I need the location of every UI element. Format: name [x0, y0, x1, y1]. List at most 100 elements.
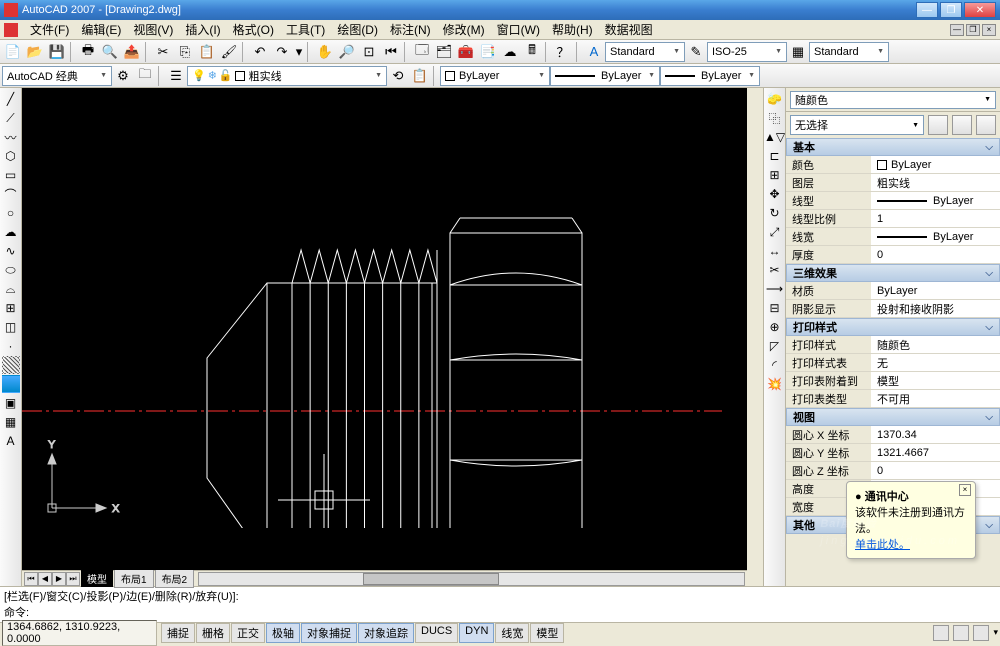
xline-icon[interactable]: ⟋ [2, 109, 20, 127]
prop-group-threed[interactable]: 三维效果 [786, 264, 1000, 282]
ellipsearc-icon[interactable]: ⌓ [2, 280, 20, 298]
mtext-icon[interactable]: A [2, 432, 20, 450]
zoom-prev-icon[interactable]: ⏮ [381, 42, 401, 62]
copy-obj-icon[interactable]: ⿻ [766, 109, 784, 127]
undo-drop-icon[interactable]: ▾ [294, 42, 304, 62]
break-icon[interactable]: ⊟ [766, 299, 784, 317]
menu-dataview[interactable]: 数据视图 [599, 19, 659, 40]
menu-insert[interactable]: 插入(I) [179, 19, 226, 40]
region-icon[interactable]: ▣ [2, 394, 20, 412]
publish-icon[interactable]: 📤 [122, 42, 142, 62]
tab-model[interactable]: 模型 [81, 570, 113, 587]
print-icon[interactable]: 🖶 [78, 42, 98, 62]
prop-row[interactable]: 图层粗实线 [786, 174, 1000, 192]
prop-row[interactable]: 阴影显示投射和接收阴影 [786, 300, 1000, 318]
layer-dropdown[interactable]: 💡 ❄ 🔓 粗实线 [187, 66, 387, 86]
explode-icon[interactable]: 💥 [766, 375, 784, 393]
tab-layout1[interactable]: 布局1 [114, 569, 154, 588]
undo-icon[interactable]: ↶ [250, 42, 270, 62]
join-icon[interactable]: ⊕ [766, 318, 784, 336]
calc-icon[interactable]: 🖩 [522, 42, 542, 62]
help-icon[interactable]: ？ [553, 42, 573, 62]
layer-prev-icon[interactable]: ⟲ [388, 66, 408, 86]
line-icon[interactable]: ╱ [2, 90, 20, 108]
menu-dim[interactable]: 标注(N) [384, 19, 437, 40]
quicksel-button[interactable] [928, 115, 948, 135]
pickadd-button[interactable] [952, 115, 972, 135]
dim-style-dropdown[interactable]: ISO-25 [707, 42, 787, 62]
array-icon[interactable]: ⊞ [766, 166, 784, 184]
prop-row[interactable]: 颜色ByLayer [786, 156, 1000, 174]
comm-center-icon[interactable] [933, 625, 949, 641]
gradient-icon[interactable] [2, 375, 20, 393]
ws-save-icon[interactable]: 🗀 [135, 66, 155, 86]
prop-value[interactable]: 0 [871, 462, 1000, 479]
status-toggle-栅格[interactable]: 栅格 [196, 623, 230, 643]
prop-value[interactable]: 投射和接收阴影 [871, 300, 1000, 317]
workspace-dropdown[interactable]: AutoCAD 经典 [2, 66, 112, 86]
circle-icon[interactable]: ○ [2, 204, 20, 222]
table-style-dropdown[interactable]: Standard [809, 42, 889, 62]
ws-settings-icon[interactable]: ⚙ [113, 66, 133, 86]
status-toggle-模型[interactable]: 模型 [530, 623, 564, 643]
prop-row[interactable]: 打印表类型不可用 [786, 390, 1000, 408]
prop-value[interactable]: 0 [871, 246, 1000, 263]
tab-prev-button[interactable]: ◀ [38, 572, 52, 586]
maximize-button[interactable]: ❐ [940, 2, 962, 18]
selection-combo[interactable]: 无选择 [790, 115, 924, 135]
tool-pal-icon[interactable]: 🧰 [456, 42, 476, 62]
point-icon[interactable]: · [2, 337, 20, 355]
menu-format[interactable]: 格式(O) [227, 19, 280, 40]
prop-row[interactable]: 厚度0 [786, 246, 1000, 264]
extend-icon[interactable]: ⟶ [766, 280, 784, 298]
balloon-link[interactable]: 单击此处。 [855, 539, 910, 551]
markup-icon[interactable]: ☁ [500, 42, 520, 62]
status-toggle-DYN[interactable]: DYN [459, 623, 494, 643]
tab-last-button[interactable]: ⏭ [66, 572, 80, 586]
mdi-close-button[interactable]: × [982, 24, 996, 36]
prop-row[interactable]: 圆心 Z 坐标0 [786, 462, 1000, 480]
command-line[interactable]: [栏选(F)/窗交(C)/投影(P)/边(E)/删除(R)/放弃(U)]: 命令… [0, 586, 1000, 622]
layer-mgr-icon[interactable]: ☰ [166, 66, 186, 86]
save-icon[interactable]: 💾 [47, 42, 67, 62]
offset-icon[interactable]: ⊏ [766, 147, 784, 165]
layer-state-icon[interactable]: 📋 [410, 66, 430, 86]
arc-icon[interactable]: ⌒ [2, 185, 20, 203]
stretch-icon[interactable]: ↔ [766, 242, 784, 260]
move-icon[interactable]: ✥ [766, 185, 784, 203]
menu-draw[interactable]: 绘图(D) [331, 19, 384, 40]
menu-tools[interactable]: 工具(T) [280, 19, 331, 40]
selobj-button[interactable] [976, 115, 996, 135]
lineweight-dropdown[interactable]: ByLayer [660, 66, 760, 86]
prop-value[interactable]: 随颜色 [871, 336, 1000, 353]
color-dropdown[interactable]: ByLayer [440, 66, 550, 86]
prop-value[interactable]: ByLayer [871, 228, 1000, 245]
prop-row[interactable]: 打印表附着到模型 [786, 372, 1000, 390]
copy-icon[interactable]: ⎘ [175, 42, 195, 62]
erase-icon[interactable]: 🧽 [766, 90, 784, 108]
status-toggle-极轴[interactable]: 极轴 [266, 623, 300, 643]
prop-value[interactable]: 1321.4667 [871, 444, 1000, 461]
prop-value[interactable]: ByLayer [871, 156, 1000, 173]
close-button[interactable]: ✕ [964, 2, 996, 18]
block-icon[interactable]: ◫ [2, 318, 20, 336]
clean-screen-icon[interactable] [973, 625, 989, 641]
h-scrollbar[interactable] [198, 572, 745, 586]
insert-icon[interactable]: ⊞ [2, 299, 20, 317]
prop-value[interactable]: 1 [871, 210, 1000, 227]
status-toggle-对象捕捉[interactable]: 对象捕捉 [301, 623, 357, 643]
minimize-button[interactable]: — [916, 2, 938, 18]
zoom-win-icon[interactable]: ⊡ [359, 42, 379, 62]
prop-value[interactable]: 粗实线 [871, 174, 1000, 191]
cut-icon[interactable]: ✂ [153, 42, 173, 62]
rotate-icon[interactable]: ↻ [766, 204, 784, 222]
dc-icon[interactable]: 🗂 [434, 42, 454, 62]
pan-icon[interactable]: ✋ [315, 42, 335, 62]
prop-group-view[interactable]: 视图 [786, 408, 1000, 426]
prop-row[interactable]: 圆心 Y 坐标1321.4667 [786, 444, 1000, 462]
prop-value[interactable]: 不可用 [871, 390, 1000, 407]
revcloud-icon[interactable]: ☁ [2, 223, 20, 241]
prop-value[interactable]: ByLayer [871, 192, 1000, 209]
menu-file[interactable]: 文件(F) [24, 19, 75, 40]
props-icon[interactable]: 🗔 [412, 42, 432, 62]
